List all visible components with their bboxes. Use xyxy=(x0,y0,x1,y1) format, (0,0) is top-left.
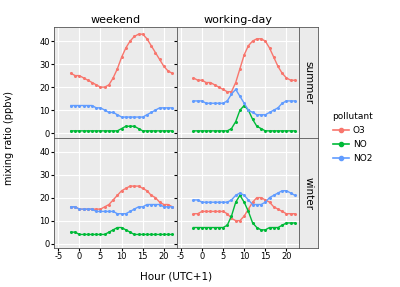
Text: Hour (UTC+1): Hour (UTC+1) xyxy=(140,271,213,281)
Text: mixing ratio (ppbv): mixing ratio (ppbv) xyxy=(4,91,14,185)
Legend: O3, NO, NO2: O3, NO, NO2 xyxy=(330,110,375,165)
Title: working-day: working-day xyxy=(203,15,272,25)
Title: weekend: weekend xyxy=(90,15,140,25)
Text: winter: winter xyxy=(304,177,314,210)
Text: summer: summer xyxy=(304,61,314,104)
